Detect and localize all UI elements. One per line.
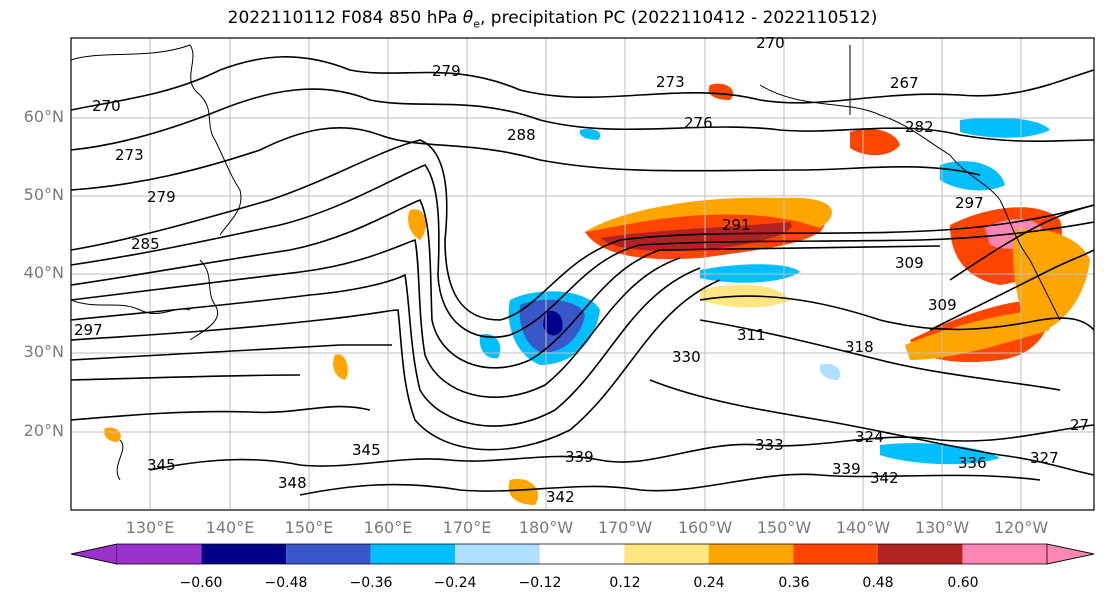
colorbar-extend-min xyxy=(70,543,118,565)
precip-patch-blue-4 xyxy=(960,117,1050,138)
lon-label: 130°E xyxy=(125,518,175,537)
precip-patch-small-1 xyxy=(408,209,427,240)
lat-label: 40°N xyxy=(23,263,64,282)
contour-label: 267 xyxy=(890,74,919,92)
map-frame xyxy=(70,37,1095,511)
contour-label: 27 xyxy=(1070,416,1089,434)
contour-label: 279 xyxy=(432,62,461,80)
contour-label: 273 xyxy=(115,146,144,164)
lon-label: 170°E xyxy=(442,518,492,537)
lon-label: 150°E xyxy=(284,518,334,537)
precip-patch-blue-5 xyxy=(880,443,1000,465)
colorbar xyxy=(70,543,1095,565)
lat-label: 60°N xyxy=(23,107,64,126)
colorbar-segment xyxy=(962,544,1047,564)
contour-label: 318 xyxy=(845,338,874,356)
lon-label: 160°W xyxy=(677,518,733,537)
precip-patch-small-3 xyxy=(508,479,539,505)
contour-label: 309 xyxy=(928,296,957,314)
colorbar-outline xyxy=(70,543,1095,565)
contour-label: 297 xyxy=(955,194,984,212)
contour-label: 345 xyxy=(147,456,176,474)
precip-patch-blue-6 xyxy=(479,334,501,359)
contour-label: 339 xyxy=(565,448,594,466)
colorbar-tick-label: 0.36 xyxy=(778,575,810,591)
colorbar-segment xyxy=(624,544,709,564)
contour-label: 333 xyxy=(755,436,784,454)
chart-title: 2022110112 F084 850 hPa θe, precipitatio… xyxy=(227,8,878,31)
colorbar-segment xyxy=(286,544,371,564)
colorbar-tick-label: −0.48 xyxy=(264,575,308,591)
contour-label: 311 xyxy=(737,326,766,344)
lon-label: 150°W xyxy=(756,518,812,537)
colorbar-segment xyxy=(539,544,625,564)
colorbar-tick-label: −0.12 xyxy=(518,575,562,591)
precip-patch-east-pacific-rim xyxy=(905,310,1050,360)
contour-label: 339 xyxy=(832,460,861,478)
contour-label: 297 xyxy=(74,321,103,339)
colorbar-segment xyxy=(455,544,540,564)
colorbar-segment xyxy=(877,544,963,564)
colorbar-segment xyxy=(708,544,794,564)
colorbar-segment xyxy=(370,544,456,564)
contour-label: 324 xyxy=(855,428,884,446)
precip-patch-blue-2 xyxy=(700,264,800,283)
precip-patch-small-5 xyxy=(104,427,121,442)
colorbar-segment xyxy=(117,544,202,564)
colorbar-tick-label: 0.12 xyxy=(609,575,641,591)
precip-patch-blue-8 xyxy=(579,128,601,140)
colorbar-tick-label: −0.36 xyxy=(349,575,393,591)
colorbar-tick-label: −0.24 xyxy=(433,575,477,591)
contour-label: 309 xyxy=(895,254,924,272)
theta-e-contours xyxy=(71,56,1094,496)
contour-label: 342 xyxy=(546,488,575,506)
lon-label: 120°W xyxy=(993,518,1049,537)
contour-label: 279 xyxy=(147,188,176,206)
colorbar-tick-label: −0.60 xyxy=(179,575,223,591)
contour-label: 285 xyxy=(131,235,160,253)
precip-patch-small-4 xyxy=(708,83,734,100)
lon-label: 140°W xyxy=(835,518,891,537)
precip-patch-baja xyxy=(1013,228,1090,335)
lon-label: 130°W xyxy=(914,518,970,537)
contour-label-layer: 270 273 279 285 297 279 273 276 288 270 … xyxy=(74,34,1089,506)
lon-label: 140°E xyxy=(205,518,255,537)
colorbar-tick-label: 0.48 xyxy=(862,575,894,591)
precip-patch-central-blue-deep xyxy=(543,310,563,336)
lon-label: 180°W xyxy=(518,518,574,537)
contour-label: 348 xyxy=(278,474,307,492)
precip-shading xyxy=(104,83,1090,505)
colorbar-tick-label: 0.24 xyxy=(693,575,725,591)
contour-label: 291 xyxy=(722,216,751,234)
contour-label: 276 xyxy=(684,114,713,132)
contour-label: 282 xyxy=(905,118,934,136)
graticule xyxy=(71,38,1094,510)
lat-label: 30°N xyxy=(23,342,64,361)
contour-label: 336 xyxy=(958,454,987,472)
precip-patch-small-2 xyxy=(333,354,348,380)
precip-patch-north-pacific-rim xyxy=(585,197,832,232)
contour-label: 342 xyxy=(870,469,899,487)
contour-label: 273 xyxy=(656,73,685,91)
colorbar-segment xyxy=(201,544,287,564)
contour-label: 345 xyxy=(352,441,381,459)
colorbar-segment xyxy=(793,544,878,564)
lat-label: 20°N xyxy=(23,421,64,440)
contour-label: 270 xyxy=(756,34,785,52)
lon-label: 160°E xyxy=(363,518,413,537)
contour-label: 270 xyxy=(92,97,121,115)
precip-patch-blue-7 xyxy=(819,363,841,380)
contour-label: 330 xyxy=(672,348,701,366)
contour-label: 288 xyxy=(507,126,536,144)
colorbar-tick-label: 0.60 xyxy=(947,575,979,591)
contour-label: 327 xyxy=(1030,449,1059,467)
lon-label: 170°W xyxy=(597,518,653,537)
lat-label: 50°N xyxy=(23,185,64,204)
colorbar-extend-max xyxy=(1046,543,1095,565)
